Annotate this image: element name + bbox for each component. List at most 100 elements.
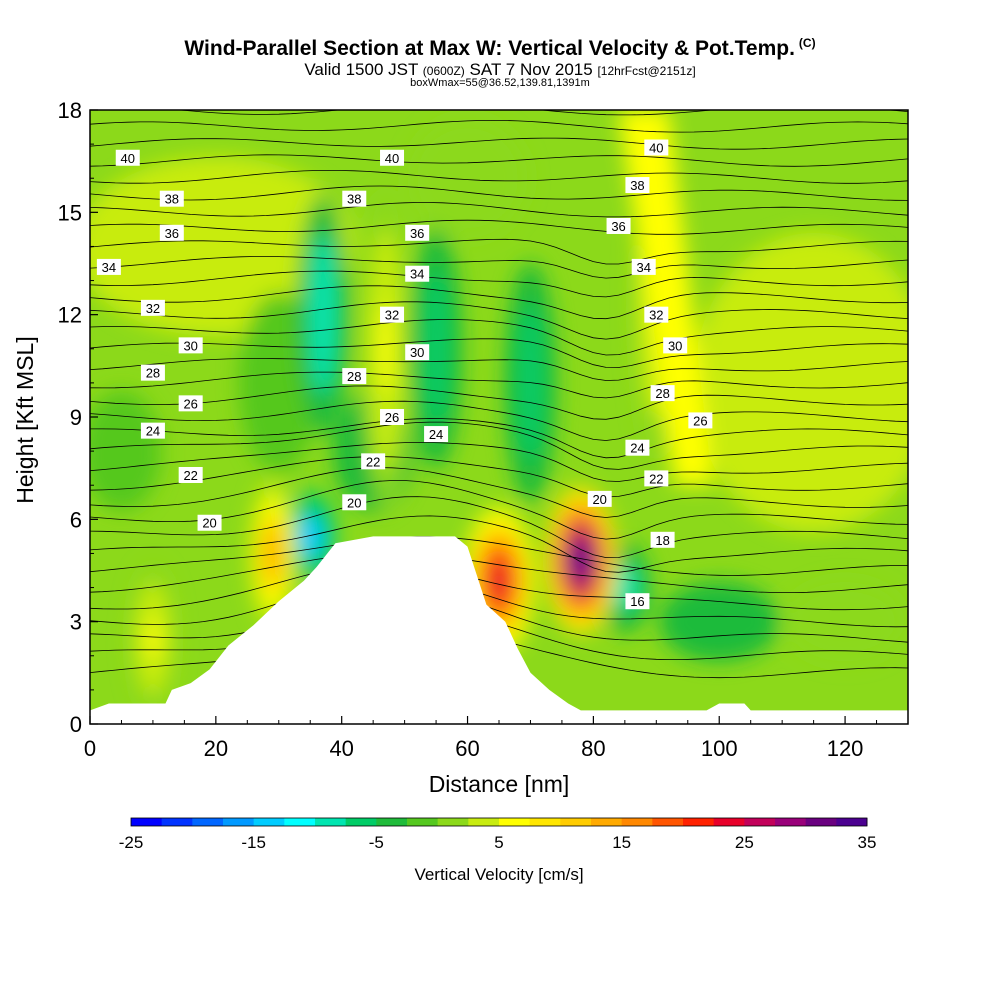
downdraft-core (423, 268, 450, 429)
forecast-info: [12hrFcst@2151z] (597, 64, 696, 78)
contour-label-bg (625, 439, 650, 456)
contour-label-text: 30 (668, 338, 682, 353)
theta-contour (90, 480, 908, 540)
theta-contour (90, 563, 908, 611)
valid-time: Valid 1500 JST (304, 60, 419, 79)
terrain-mask (90, 536, 908, 724)
contour-label-bg (342, 368, 367, 385)
contour-label-text: 38 (347, 192, 361, 207)
theta-contour (90, 552, 908, 593)
velocity-patch (785, 581, 906, 662)
chart-subtitle-2: boxWmax=55@36.52,139.81,1391m (410, 77, 590, 89)
x-tick-label: 120 (827, 736, 864, 761)
contour-label: 28 (342, 368, 367, 385)
contour-label: 38 (625, 177, 650, 194)
theta-contour (90, 137, 908, 150)
colorbar-swatch (529, 818, 561, 826)
contour-label-text: 22 (366, 454, 380, 469)
colorbar-swatch (683, 818, 715, 826)
contour-label: 24 (424, 426, 449, 443)
contour-label-bg (178, 395, 203, 412)
contour-label-bg (631, 258, 656, 275)
contour-label-text: 26 (183, 396, 197, 411)
contour-label-text: 32 (385, 308, 399, 323)
contour-label-text: 38 (630, 178, 644, 193)
contour-label-bg (587, 490, 612, 507)
colorbar-label: Vertical Velocity [cm/s] (414, 865, 583, 884)
y-tick-label: 3 (70, 610, 82, 635)
colorbar-swatch (376, 818, 408, 826)
contour-label: 26 (178, 395, 203, 412)
contour-label-bg (424, 426, 449, 443)
valid-utc: (0600Z) (422, 64, 465, 78)
theta-contour (90, 456, 908, 498)
theta-contour (90, 536, 908, 576)
contour-label: 28 (650, 385, 675, 402)
contour-label-bg (178, 466, 203, 483)
contour-label-bg (405, 224, 430, 241)
theta-contour (90, 496, 908, 559)
contour-label: 32 (140, 299, 165, 316)
contour-label-text: 28 (146, 366, 160, 381)
contour-label: 16 (625, 593, 650, 610)
theta-contour (90, 418, 908, 459)
contour-label: 36 (405, 224, 430, 241)
contour-label-text: 32 (649, 308, 663, 323)
contour-label: 26 (688, 412, 713, 429)
contour-label-bg (625, 177, 650, 194)
colorbar-swatch (192, 818, 224, 826)
contour-label-bg (405, 344, 430, 361)
contour-label-text: 26 (693, 413, 707, 428)
plot-area: 40 40 40 38 38 38 36 36 36 34 34 34 32 32 32 30 30 30 28 28… (90, 110, 908, 724)
contour-label-text: 20 (202, 516, 216, 531)
contour-label-text: 20 (592, 492, 606, 507)
colorbar-swatch (836, 818, 868, 826)
contour-label-text: 16 (630, 594, 644, 609)
contour-label: 34 (405, 265, 430, 282)
x-axis: 0 20 40 60 80 100 120 (84, 716, 878, 761)
theta-contour (90, 154, 908, 167)
contour-label-bg (663, 337, 688, 354)
contour-label: 30 (405, 344, 430, 361)
x-tick-label: 100 (701, 736, 738, 761)
contour-label: 22 (361, 453, 386, 470)
colorbar-swatch (345, 818, 377, 826)
theta-contour (90, 590, 908, 643)
contour-label: 24 (140, 422, 165, 439)
contour-label-text: 40 (649, 141, 663, 156)
contour-label: 38 (159, 190, 184, 207)
colorbar-swatch (560, 818, 592, 826)
y-axis: 0 3 6 9 12 15 18 (58, 98, 98, 737)
theta-contour (90, 270, 908, 298)
colorbar-swatch (437, 818, 469, 826)
colorbar-frame (130, 817, 868, 827)
colorbar-swatch (407, 818, 439, 826)
colorbar-tick-label: -25 (119, 833, 144, 852)
velocity-patch (90, 391, 162, 512)
theta-contour (90, 285, 908, 320)
contour-label-text: 36 (410, 226, 424, 241)
y-tick-label: 12 (58, 303, 82, 328)
contour-label-bg (650, 531, 675, 548)
contour-label-bg (380, 306, 405, 323)
colorbar-swatch (468, 818, 500, 826)
theta-contour (90, 515, 908, 573)
contour-label: 26 (380, 409, 405, 425)
velocity-patch (90, 156, 356, 337)
y-tick-label: 15 (58, 200, 82, 225)
colorbar-swatch (621, 818, 653, 826)
colorbar-swatch (131, 818, 163, 826)
colorbar-tick-label: -15 (241, 833, 266, 852)
theta-contour (90, 338, 908, 368)
x-axis-label: Distance [nm] (429, 771, 570, 797)
velocity-patch (659, 581, 780, 662)
contour-label-text: 24 (146, 424, 160, 439)
y-tick-label: 9 (70, 405, 82, 430)
y-tick-label: 18 (58, 98, 82, 123)
contour-label-bg (380, 149, 405, 166)
contour-label-text: 20 (347, 495, 361, 510)
contour-label-bg (140, 364, 165, 381)
theta-contour (90, 371, 908, 399)
contour-label: 30 (663, 337, 688, 354)
updraft-level (570, 539, 591, 582)
